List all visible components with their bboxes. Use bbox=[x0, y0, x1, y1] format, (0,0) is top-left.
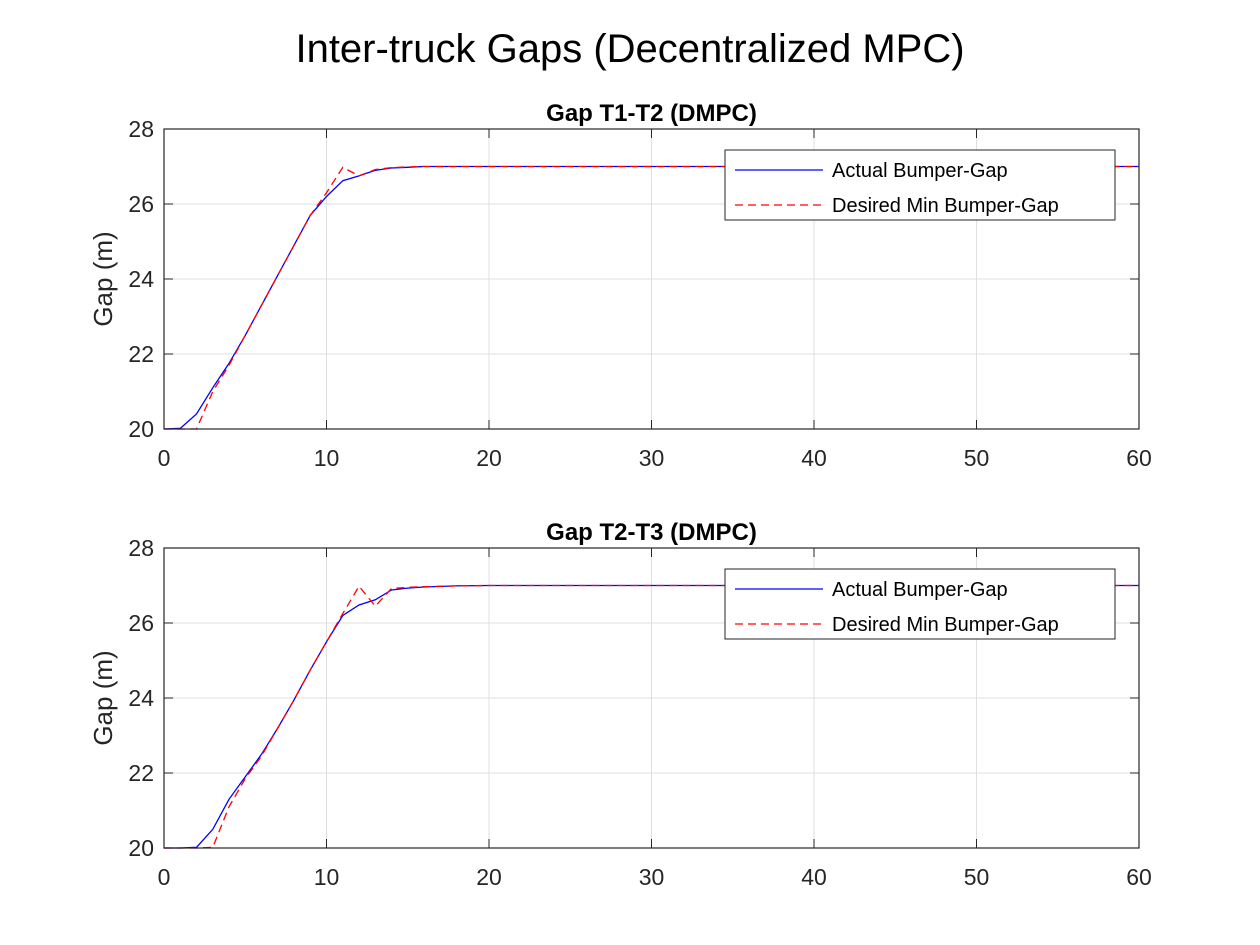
legend-entry: Actual Bumper-Gap bbox=[832, 160, 1008, 182]
legend: Actual Bumper-Gap Desired Min Bumper-Gap bbox=[724, 568, 1116, 640]
subplot-title: Gap T2-T3 (DMPC) bbox=[546, 519, 757, 546]
subplot-1: 0 10 20 30 40 50 60 20 22 24 26 28 Gap T1-T2 (DMPC) G… bbox=[88, 100, 1152, 471]
x-tick-label: 40 bbox=[801, 864, 827, 890]
y-tick-label: 26 bbox=[128, 191, 154, 217]
y-tick-label: 20 bbox=[128, 416, 154, 442]
series-line-desired bbox=[164, 165, 1139, 430]
x-tick-label: 30 bbox=[639, 864, 665, 890]
x-tick-label: 40 bbox=[801, 445, 827, 471]
legend-box bbox=[724, 568, 1116, 640]
legend-box bbox=[724, 149, 1116, 221]
x-tick-label: 20 bbox=[476, 445, 502, 471]
x-tick-label: 0 bbox=[158, 445, 171, 471]
legend-entry: Actual Bumper-Gap bbox=[832, 579, 1008, 601]
x-tick-label: 50 bbox=[964, 445, 990, 471]
x-tick-label: 0 bbox=[158, 864, 171, 890]
y-axis-label: Gap (m) bbox=[88, 231, 118, 326]
x-tick-label: 30 bbox=[639, 445, 665, 471]
y-tick-label: 20 bbox=[128, 835, 154, 861]
y-tick-label: 22 bbox=[128, 341, 154, 367]
legend-entry: Desired Min Bumper-Gap bbox=[832, 614, 1059, 636]
figure-title: Inter-truck Gaps (Decentralized MPC) bbox=[295, 27, 964, 71]
series-line-desired bbox=[164, 584, 1139, 849]
x-tick-label: 60 bbox=[1126, 445, 1152, 471]
y-tick-label: 24 bbox=[128, 685, 154, 711]
y-tick-label: 24 bbox=[128, 266, 154, 292]
subplot-title: Gap T1-T2 (DMPC) bbox=[546, 100, 757, 127]
y-tick-label: 22 bbox=[128, 760, 154, 786]
legend-entry: Desired Min Bumper-Gap bbox=[832, 195, 1059, 217]
y-axis-label: Gap (m) bbox=[88, 650, 118, 745]
legend: Actual Bumper-Gap Desired Min Bumper-Gap bbox=[724, 149, 1116, 221]
x-tick-label: 10 bbox=[314, 864, 340, 890]
subplots: 0 10 20 30 40 50 60 20 22 24 26 28 Gap T1-T2 (DMPC) G… bbox=[88, 100, 1152, 890]
y-tick-label: 28 bbox=[128, 535, 154, 561]
x-tick-label: 10 bbox=[314, 445, 340, 471]
y-tick-label: 28 bbox=[128, 116, 154, 142]
y-tick-label: 26 bbox=[128, 610, 154, 636]
x-tick-label: 20 bbox=[476, 864, 502, 890]
subplot-2: 0 10 20 30 40 50 60 20 22 24 26 28 Gap T2-T3 (DMPC) G… bbox=[88, 519, 1152, 890]
x-tick-label: 50 bbox=[964, 864, 990, 890]
x-tick-label: 60 bbox=[1126, 864, 1152, 890]
